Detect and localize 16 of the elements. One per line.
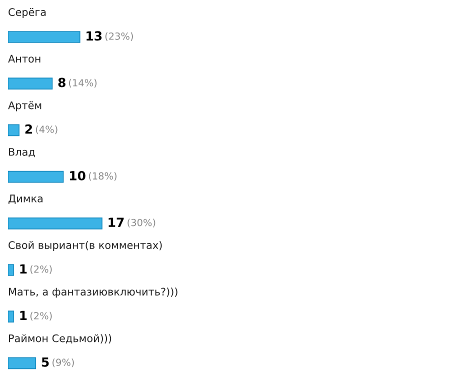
data-label: 5 (9%) [42,358,74,368]
y-tick-label: Мать, а фантазиювключить?))) [9,288,178,298]
data-label: 1 (2%) [20,264,52,274]
data-label: 2 (4%) [25,124,58,134]
data-label: 17 (30%) [108,218,156,228]
y-tick-label: Артём [8,101,42,112]
y-tick-label: Влад [9,148,35,158]
y-tick-label: Димка [8,194,42,204]
y-tick-label: Серёга [8,8,46,18]
y-tick-label: Антон [8,54,40,63]
data-label: 10 (18%) [70,170,116,181]
data-label: 13 (23%) [86,31,133,41]
y-tick-label: Свой выриант(в комментах) [8,240,162,252]
data-label: 1 (2%) [20,310,52,321]
y-tick-label: Раймон Седьмой))) [9,334,112,344]
data-label: 8 (14%) [58,78,97,88]
